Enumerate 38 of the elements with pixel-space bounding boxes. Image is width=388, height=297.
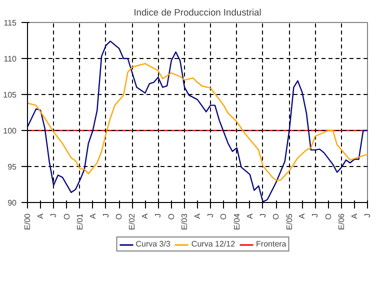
y-tick-label: 95 — [8, 162, 18, 172]
x-tick-label: E/01 — [75, 212, 84, 230]
x-tick-label: E/04 — [232, 212, 242, 230]
x-tick-label: O — [324, 213, 333, 220]
x-tick-label: J — [49, 214, 58, 218]
y-tick-label: 105 — [3, 90, 18, 100]
y-tick-label: 115 — [4, 18, 18, 28]
x-tick-label: E/06 — [337, 212, 346, 230]
x-tick-label: J — [206, 214, 215, 218]
x-tick-label: E/00 — [23, 212, 32, 230]
x-tick-label: A — [350, 212, 359, 219]
x-tick-label: J — [258, 214, 268, 218]
x-tick-label: A — [88, 212, 98, 219]
line-series — [28, 62, 368, 181]
x-tick-label: J — [154, 214, 163, 218]
x-tick-label: A — [298, 212, 307, 219]
x-tick-label: O — [166, 213, 176, 220]
x-tick-label: A — [245, 212, 254, 219]
y-tick-label: 110 — [4, 54, 18, 64]
x-tick-label: E/02 — [128, 212, 137, 230]
x-tick-label: A — [192, 212, 202, 219]
x-tick-label: J — [310, 214, 320, 218]
x-tick-label: J — [101, 214, 110, 218]
x-tick-label: O — [272, 213, 281, 220]
x-tick-label: O — [62, 213, 72, 220]
x-tick-label: E/03 — [180, 212, 190, 230]
x-tick-label: A — [36, 212, 46, 219]
legend-label: Curva 12/12 — [191, 240, 236, 248]
chart-title: Indice de Produccion Industrial — [134, 8, 262, 18]
x-tick-label: A — [140, 212, 150, 219]
legend-label: Frontera — [256, 240, 286, 248]
x-tick-label: O — [114, 213, 124, 220]
y-tick-label: 90 — [8, 198, 18, 208]
legend-label: Curva 3/3 — [136, 240, 170, 248]
x-tick-label: O — [219, 213, 228, 220]
y-tick-label: 100 — [3, 126, 18, 136]
x-tick-label: J — [363, 214, 372, 218]
x-tick-label: E/05 — [284, 212, 294, 230]
